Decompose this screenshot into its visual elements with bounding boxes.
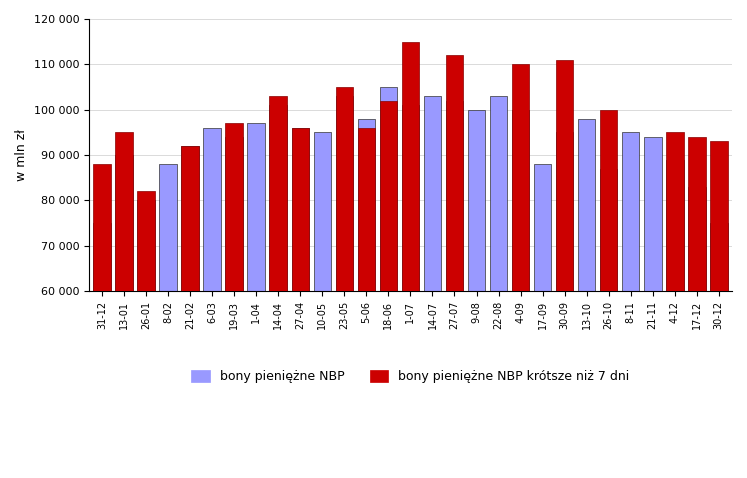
Bar	[270, 96, 287, 478]
Legend: bony pieniężne NBP, bony pieniężne NBP krótsze niż 7 dni: bony pieniężne NBP, bony pieniężne NBP k…	[186, 365, 635, 388]
Bar	[402, 42, 419, 478]
Bar	[247, 123, 265, 478]
Bar	[512, 65, 530, 478]
Bar	[115, 132, 133, 478]
Bar	[468, 110, 486, 478]
Bar	[490, 96, 507, 478]
Bar	[666, 132, 684, 478]
Bar	[379, 87, 397, 478]
Bar	[600, 110, 618, 478]
Bar	[358, 119, 375, 478]
Bar	[314, 132, 331, 478]
Bar	[182, 146, 199, 478]
Bar	[710, 223, 728, 478]
Bar	[291, 128, 309, 478]
Bar	[226, 123, 243, 478]
Y-axis label: w mln zł: w mln zł	[15, 129, 28, 181]
Bar	[270, 105, 287, 478]
Bar	[622, 132, 639, 478]
Bar	[182, 146, 199, 478]
Bar	[335, 87, 353, 478]
Bar	[688, 187, 706, 478]
Bar	[644, 137, 662, 478]
Bar	[446, 55, 463, 478]
Bar	[402, 105, 419, 478]
Bar	[291, 128, 309, 478]
Bar	[556, 60, 574, 478]
Bar	[688, 137, 706, 478]
Bar	[512, 110, 530, 478]
Bar	[534, 164, 551, 478]
Bar	[226, 137, 243, 478]
Bar	[666, 160, 684, 478]
Bar	[335, 96, 353, 478]
Bar	[379, 101, 397, 478]
Bar	[710, 141, 728, 478]
Bar	[424, 96, 441, 478]
Bar	[446, 101, 463, 478]
Bar	[137, 191, 155, 478]
Bar	[600, 169, 618, 478]
Bar	[93, 164, 111, 478]
Bar	[556, 132, 574, 478]
Bar	[578, 119, 595, 478]
Bar	[137, 200, 155, 478]
Bar	[203, 128, 221, 478]
Bar	[159, 164, 177, 478]
Bar	[115, 155, 133, 478]
Bar	[93, 223, 111, 478]
Bar	[358, 128, 375, 478]
